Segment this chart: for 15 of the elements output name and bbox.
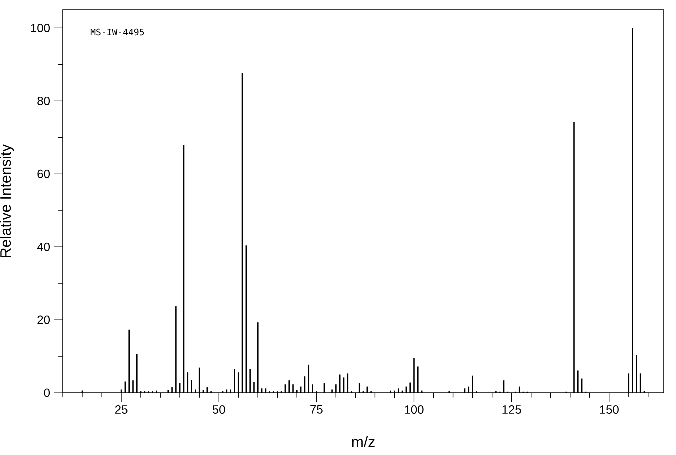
y-tick-label: 80 <box>38 96 50 106</box>
annotation: MS-IW-4495 <box>90 28 144 36</box>
y-tick-label: 20 <box>38 316 50 324</box>
x-tick-label: 100 <box>405 406 424 414</box>
x-tick-label: 25 <box>115 406 128 414</box>
x-axis-title: m/z <box>352 436 375 448</box>
x-tick-label: 125 <box>502 406 522 414</box>
x-tick-label: 50 <box>212 406 226 414</box>
x-tick-label: 150 <box>600 406 619 414</box>
y-tick-label: 60 <box>38 170 50 178</box>
y-tick-label: 0 <box>44 388 50 398</box>
y-tick-label: 100 <box>31 24 50 32</box>
y-tick-label: 40 <box>37 242 50 252</box>
x-tick-label: 75 <box>310 406 323 414</box>
y-axis-title: Relative Intensity <box>0 144 14 258</box>
